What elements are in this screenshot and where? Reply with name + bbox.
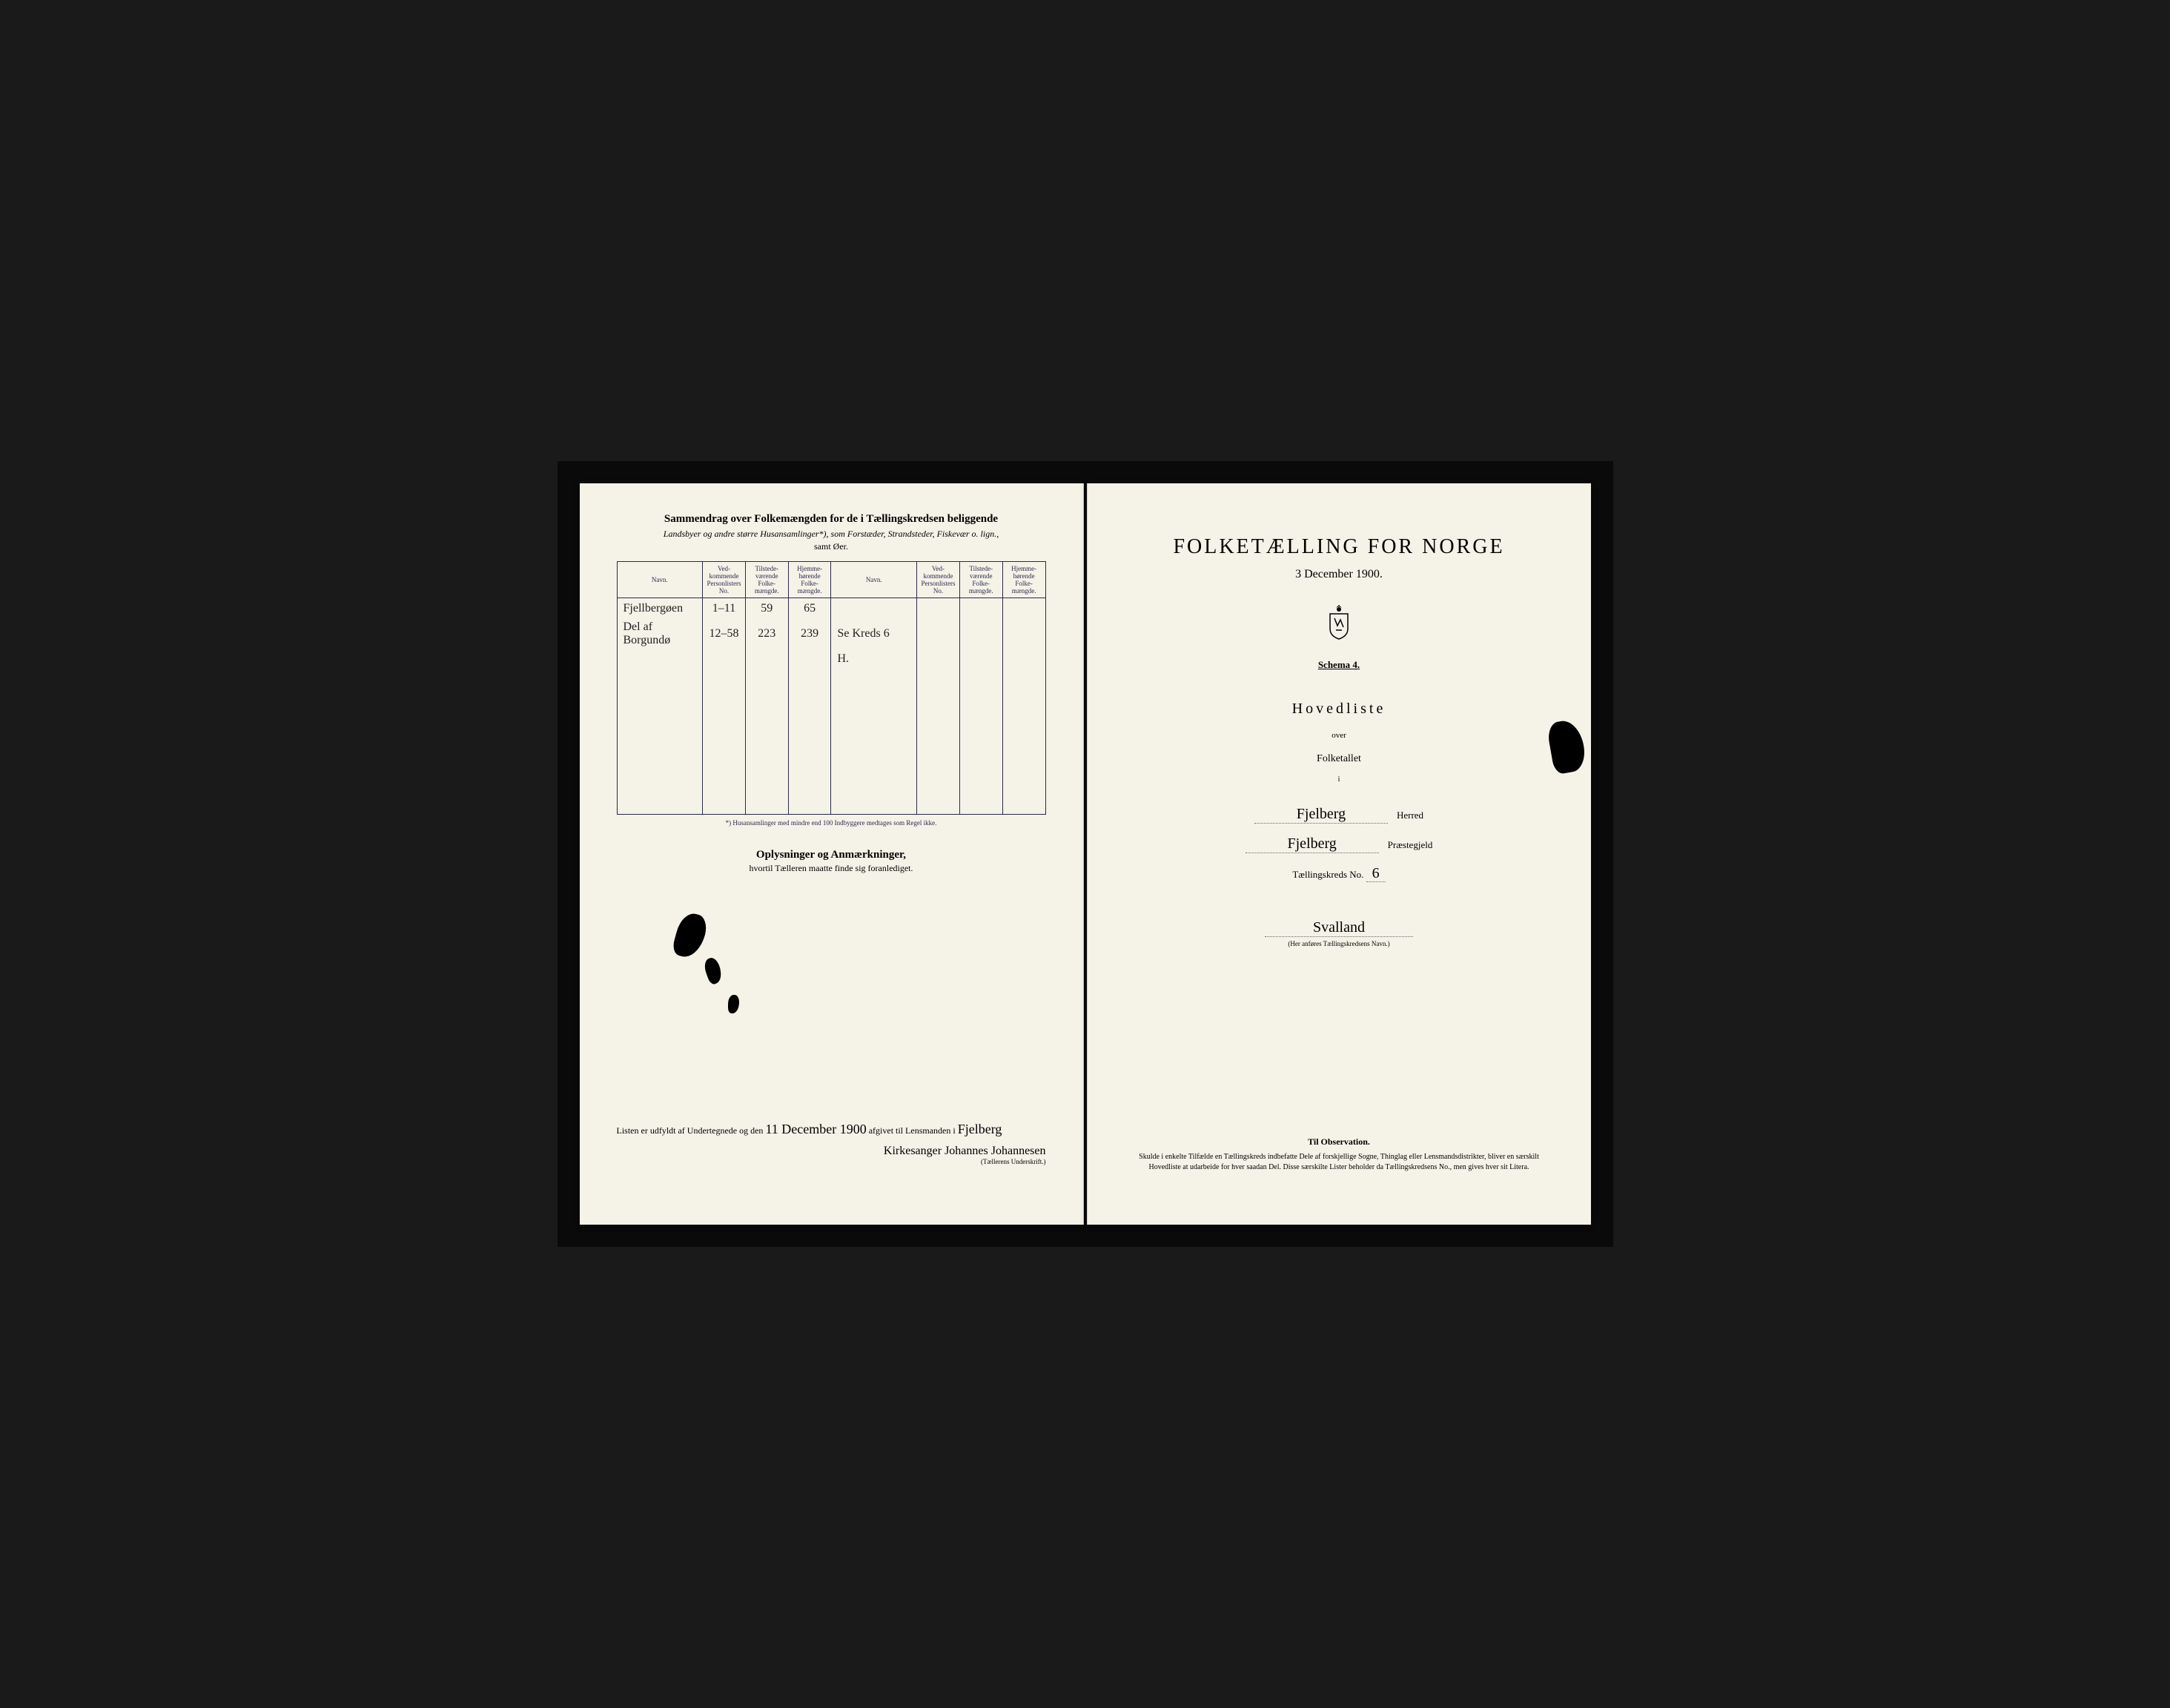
herred-row: Fjelberg Herred bbox=[1125, 806, 1554, 824]
ink-blot-icon bbox=[701, 956, 724, 986]
table-row: H. bbox=[617, 649, 1045, 669]
census-tbody: Fjellbergøen 1–11 59 65 Del af Borgundø … bbox=[617, 598, 1045, 815]
cell-hjemme2 bbox=[1002, 598, 1045, 619]
cell-hjemme bbox=[788, 649, 831, 669]
kreds-no: 6 bbox=[1366, 865, 1386, 882]
left-title: Sammendrag over Folkemængden for de i Tæ… bbox=[617, 513, 1046, 526]
oplysninger-sub: hvortil Tælleren maatte finde sig foranl… bbox=[617, 863, 1046, 874]
kreds-name: Svalland bbox=[1265, 919, 1413, 937]
cell-tilstede bbox=[745, 649, 788, 669]
herred-value: Fjelberg bbox=[1254, 806, 1388, 824]
col-hjemme: Hjemme-hørende Folke-mængde. bbox=[788, 562, 831, 598]
ink-smudge-icon bbox=[1546, 718, 1587, 775]
cell-no: 1–11 bbox=[703, 598, 746, 619]
cell-navn2 bbox=[831, 598, 917, 619]
col-navn2: Navn. bbox=[831, 562, 917, 598]
cell-navn2: Se Kreds 6 bbox=[831, 619, 917, 649]
col-tilstede2: Tilstede-værende Folke-mængde. bbox=[959, 562, 1002, 598]
cell-tilstede: 59 bbox=[745, 598, 788, 619]
col-hjemme2: Hjemme-hørende Folke-mængde. bbox=[1002, 562, 1045, 598]
praestegjeld-row: Fjelberg Præstegjeld bbox=[1125, 835, 1554, 853]
cell-no2 bbox=[917, 649, 960, 669]
sig-prefix: Listen er udfyldt af Undertegnede og den bbox=[617, 1125, 764, 1136]
census-date: 3 December 1900. bbox=[1125, 568, 1554, 581]
cell-tilstede2 bbox=[959, 598, 1002, 619]
table-row: Fjellbergøen 1–11 59 65 bbox=[617, 598, 1045, 619]
hovedliste: Hovedliste bbox=[1125, 701, 1554, 718]
i-label: i bbox=[1125, 775, 1554, 784]
table-row bbox=[617, 711, 1045, 732]
table-row bbox=[617, 752, 1045, 773]
cell-no bbox=[703, 649, 746, 669]
census-table: Navn. Ved-kommende Personlisters No. Til… bbox=[617, 561, 1046, 815]
left-page: Sammendrag over Folkemængden for de i Tæ… bbox=[580, 483, 1084, 1225]
cell-navn: Del af Borgundø bbox=[617, 619, 703, 649]
sig-label: (Tællerens Underskrift.) bbox=[617, 1158, 1046, 1165]
coat-of-arms-icon bbox=[1324, 603, 1354, 640]
left-subtitle2: samt Øer. bbox=[617, 541, 1046, 552]
left-subtitle: Landsbyer og andre større Husansamlinger… bbox=[617, 529, 1046, 540]
cell-hjemme2 bbox=[1002, 619, 1045, 649]
cell-tilstede2 bbox=[959, 619, 1002, 649]
book-spread: Sammendrag over Folkemængden for de i Tæ… bbox=[558, 461, 1613, 1247]
sig-mid: afgivet til Lensmanden i bbox=[869, 1125, 956, 1136]
kreds-label: Tællingskreds No. bbox=[1292, 869, 1363, 880]
cell-hjemme: 65 bbox=[788, 598, 831, 619]
cell-navn bbox=[617, 649, 703, 669]
folketallet: Folketallet bbox=[1125, 753, 1554, 765]
observation-block: Til Observation. Skulde i enkelte Tilfæl… bbox=[1125, 1136, 1554, 1173]
cell-no: 12–58 bbox=[703, 619, 746, 649]
cell-navn2: H. bbox=[831, 649, 917, 669]
cell-navn: Fjellbergøen bbox=[617, 598, 703, 619]
col-tilstede: Tilstede-værende Folke-mængde. bbox=[745, 562, 788, 598]
cell-tilstede2 bbox=[959, 649, 1002, 669]
cell-no2 bbox=[917, 619, 960, 649]
cell-hjemme: 239 bbox=[788, 619, 831, 649]
herred-label: Herred bbox=[1397, 810, 1423, 821]
ink-blot-icon bbox=[670, 910, 709, 961]
cell-tilstede: 223 bbox=[745, 619, 788, 649]
cell-no2 bbox=[917, 598, 960, 619]
table-row bbox=[617, 773, 1045, 794]
kreds-note: (Her anføres Tællingskredsens Navn.) bbox=[1125, 940, 1554, 947]
table-row: Del af Borgundø 12–58 223 239 Se Kreds 6 bbox=[617, 619, 1045, 649]
main-title: FOLKETÆLLING FOR NORGE bbox=[1125, 535, 1554, 559]
kreds-row: Tællingskreds No. 6 bbox=[1125, 865, 1554, 882]
schema-label: Schema 4. bbox=[1125, 659, 1554, 671]
sig-place: Fjelberg bbox=[958, 1122, 1002, 1136]
table-row bbox=[617, 732, 1045, 752]
over-label: over bbox=[1125, 731, 1554, 740]
oplysninger-title: Oplysninger og Anmærkninger, bbox=[617, 849, 1046, 861]
sig-date: 11 December 1900 bbox=[765, 1122, 866, 1136]
obs-title: Til Observation. bbox=[1125, 1136, 1554, 1148]
praeste-label: Præstegjeld bbox=[1388, 839, 1433, 851]
praeste-value: Fjelberg bbox=[1246, 835, 1379, 853]
obs-text: Skulde i enkelte Tilfælde en Tællingskre… bbox=[1125, 1152, 1554, 1173]
table-row bbox=[617, 669, 1045, 690]
cell-hjemme2 bbox=[1002, 649, 1045, 669]
col-vedk2: Ved-kommende Personlisters No. bbox=[917, 562, 960, 598]
signature-block: Listen er udfyldt af Undertegnede og den… bbox=[617, 1122, 1046, 1165]
col-vedk: Ved-kommende Personlisters No. bbox=[703, 562, 746, 598]
footnote: *) Husansamlinger med mindre end 100 Ind… bbox=[617, 819, 1046, 827]
table-row bbox=[617, 690, 1045, 711]
signature: Kirkesanger Johannes Johannesen bbox=[617, 1145, 1046, 1158]
table-row bbox=[617, 794, 1045, 815]
col-navn: Navn. bbox=[617, 562, 703, 598]
right-page: FOLKETÆLLING FOR NORGE 3 December 1900. … bbox=[1087, 483, 1591, 1225]
ink-blot-icon bbox=[728, 995, 739, 1013]
